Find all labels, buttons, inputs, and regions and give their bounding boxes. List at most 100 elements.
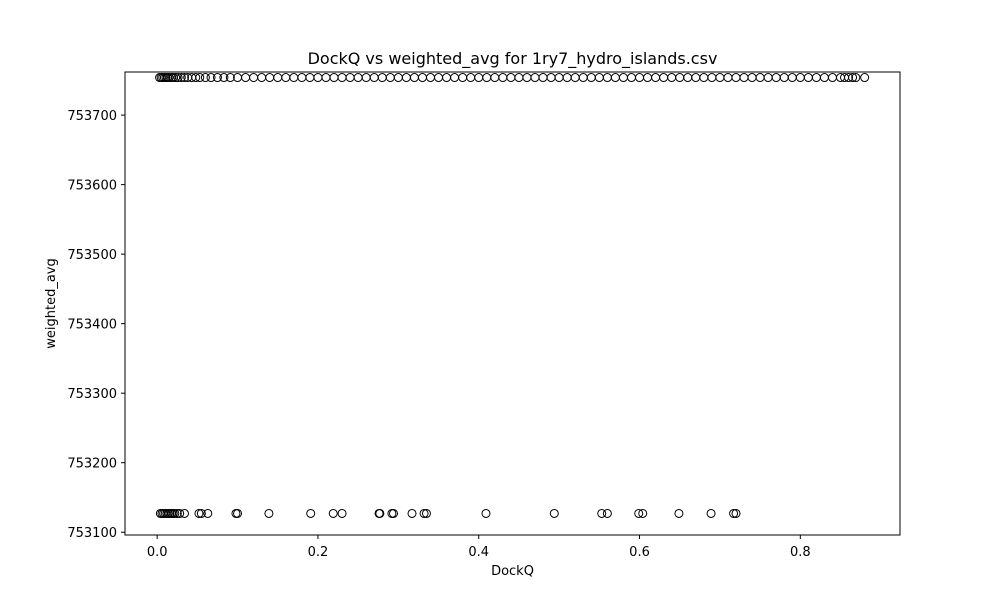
scatter-point (514, 73, 524, 83)
scatter-point (289, 73, 299, 83)
y-axis-label: weighted_avg (44, 258, 59, 349)
scatter-point (203, 508, 213, 518)
scatter-point (385, 73, 395, 83)
scatter-point (170, 508, 180, 518)
scatter-point (602, 73, 612, 83)
scatter-point (377, 73, 387, 83)
scatter-point (474, 73, 484, 83)
scatter-point (729, 508, 739, 518)
scatter-point (369, 73, 379, 83)
scatter-point (249, 73, 259, 83)
scatter-point (313, 73, 323, 83)
scatter-point (417, 73, 427, 83)
scatter-point (233, 508, 243, 518)
plot-frame (124, 71, 901, 536)
scatter-point (241, 73, 251, 83)
scatter-point (787, 73, 797, 83)
scatter-point (771, 73, 781, 83)
y-tick-label: 753500 (67, 248, 117, 263)
scatter-point (674, 508, 684, 518)
scatter-point (419, 508, 429, 518)
scatter-point (225, 73, 235, 83)
scatter-point (265, 73, 275, 83)
scatter-point (827, 73, 837, 83)
scatter-point (707, 73, 717, 83)
scatter-point (578, 73, 588, 83)
data-points (155, 73, 870, 518)
scatter-point (851, 73, 861, 83)
scatter-point (490, 73, 500, 83)
scatter-point (191, 73, 201, 83)
scatter-point (264, 508, 274, 518)
chart-title: DockQ vs weighted_avg for 1ry7_hydro_isl… (308, 49, 718, 69)
scatter-point (706, 508, 716, 518)
scatter-point (699, 73, 709, 83)
y-axis-ticks: 753100 753200 753300 753400 753500 753600 7537… (67, 109, 125, 541)
scatter-point (206, 73, 216, 83)
scatter-point (297, 73, 307, 83)
scatter-point (498, 73, 508, 83)
x-tick-label: 0.4 (468, 545, 489, 560)
scatter-point (570, 73, 580, 83)
scatter-point (329, 73, 339, 83)
scatter-point (683, 73, 693, 83)
scatter-point (506, 73, 516, 83)
scatter-point (434, 73, 444, 83)
x-axis-label: DockQ (491, 564, 534, 579)
scatter-point (635, 73, 645, 83)
scatter-point (562, 73, 572, 83)
scatter-point (481, 508, 491, 518)
scatter-point (554, 73, 564, 83)
y-tick-label: 753700 (67, 109, 117, 124)
scatter-point (638, 508, 648, 518)
scatter-point (194, 508, 204, 518)
scatter-point (401, 73, 411, 83)
scatter-point (602, 508, 612, 518)
scatter-point (667, 73, 677, 83)
scatter-point (549, 508, 559, 518)
scatter-point (421, 508, 431, 518)
scatter-point (482, 73, 492, 83)
scatter-point (328, 508, 338, 518)
scatter-point (626, 73, 636, 83)
scatter-point (610, 73, 620, 83)
scatter-point (219, 73, 229, 83)
scatter-point (723, 73, 733, 83)
scatter-point (212, 73, 222, 83)
scatter-point (618, 73, 628, 83)
scatter-point (715, 73, 725, 83)
scatter-point (306, 508, 316, 518)
scatter-point (171, 73, 181, 83)
scatter-point (353, 73, 363, 83)
scatter-point (691, 73, 701, 83)
y-tick-label: 753400 (67, 318, 117, 333)
scatter-point (597, 508, 607, 518)
scatter-point (200, 73, 210, 83)
scatter-point (522, 73, 532, 83)
x-tick-label: 0.2 (308, 545, 329, 560)
scatter-point (659, 73, 669, 83)
y-tick-label: 753200 (67, 457, 117, 472)
x-tick-label: 0.8 (790, 545, 811, 560)
scatter-point (586, 73, 596, 83)
scatter-point (546, 73, 556, 83)
scatter-point (731, 73, 741, 83)
scatter-point (795, 73, 805, 83)
scatter-point (442, 73, 452, 83)
scatter-point (819, 73, 829, 83)
scatter-point (466, 73, 476, 83)
scatter-point (305, 73, 315, 83)
scatter-point (273, 73, 283, 83)
scatter-point (675, 73, 685, 83)
scatter-point (763, 73, 773, 83)
scatter-point (634, 508, 644, 518)
scatter-point (196, 508, 206, 518)
scatter-point (176, 73, 186, 83)
scatter-point (407, 508, 417, 518)
scatter-point (361, 73, 371, 83)
x-tick-label: 0.6 (629, 545, 650, 560)
scatter-point (173, 73, 183, 83)
scatter-point (195, 73, 205, 83)
x-axis-ticks: 0.0 0.2 0.4 0.6 0.8 (147, 535, 811, 560)
scatter-point (803, 73, 813, 83)
